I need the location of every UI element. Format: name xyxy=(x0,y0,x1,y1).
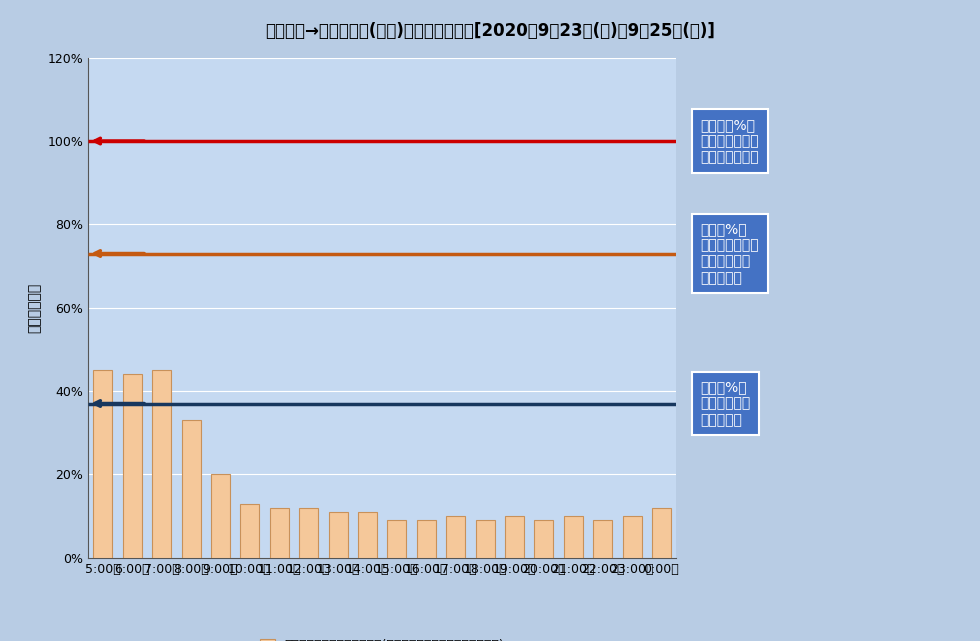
Bar xyxy=(564,516,583,558)
Bar xyxy=(240,504,260,558)
Bar xyxy=(181,420,201,558)
Legend: 月曜日〜金曜日の平均混雑率(列車や乗車位置により異なります): 月曜日〜金曜日の平均混雑率(列車や乗車位置により異なります) xyxy=(255,634,510,641)
Text: （３７%）
全ての座席が
埋まる程度: （３７%） 全ての座席が 埋まる程度 xyxy=(701,380,751,427)
Bar xyxy=(211,474,230,558)
Bar xyxy=(387,520,407,558)
Bar xyxy=(446,516,466,558)
Text: 新豊洲駅→市場前駅間(上り)における混雑率[2020年9月23日(水)〜9月25日(金)]: 新豊洲駅→市場前駅間(上り)における混雑率[2020年9月23日(水)〜9月25… xyxy=(265,22,715,40)
Bar xyxy=(505,516,524,558)
Bar xyxy=(270,508,289,558)
Text: （７３%）
座席が埋まり、
つり手が半分
埋まる程度: （７３%） 座席が埋まり、 つり手が半分 埋まる程度 xyxy=(701,222,760,285)
Text: （１００%）
座席、つり手が
ほぼ埋まる程度: （１００%） 座席、つり手が ほぼ埋まる程度 xyxy=(701,118,760,164)
Bar xyxy=(593,520,612,558)
Y-axis label: 混雑率（％）: 混雑率（％） xyxy=(27,283,42,333)
Bar xyxy=(122,374,142,558)
Bar xyxy=(534,520,554,558)
Bar xyxy=(416,520,436,558)
Bar xyxy=(299,508,318,558)
Bar xyxy=(622,516,642,558)
Bar xyxy=(328,512,348,558)
Bar xyxy=(652,508,671,558)
Bar xyxy=(93,370,113,558)
Bar xyxy=(358,512,377,558)
Bar xyxy=(475,520,495,558)
Bar xyxy=(152,370,172,558)
